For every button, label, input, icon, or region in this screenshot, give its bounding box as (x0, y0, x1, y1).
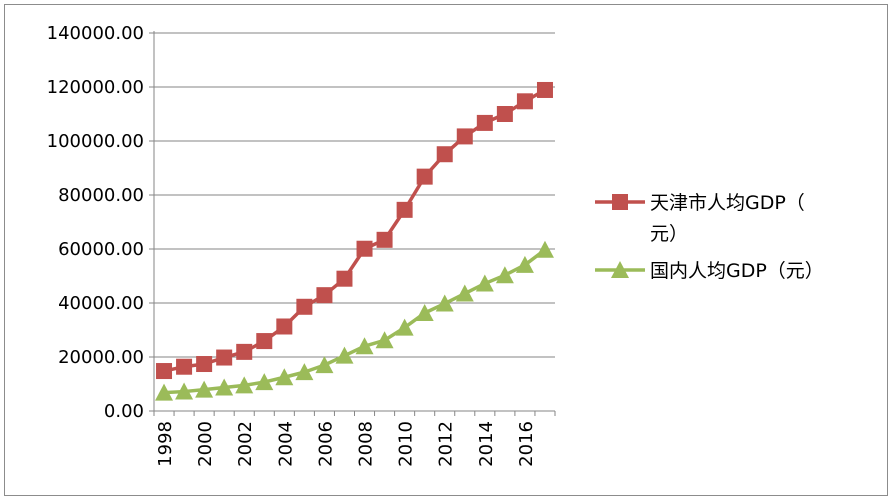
y-tick-label: 0.00 (104, 401, 144, 422)
series-tianjin (156, 81, 553, 380)
x-tick-label: 2004 (275, 421, 296, 467)
x-tick-label: 2012 (436, 421, 457, 467)
data-point-triangle (335, 346, 354, 364)
x-tick-label: 2000 (195, 421, 216, 467)
legend-marker-triangle (611, 261, 629, 278)
data-point-square (496, 106, 513, 122)
data-point-triangle (375, 331, 394, 349)
x-tick-label: 1998 (155, 421, 176, 467)
data-point-square (276, 318, 293, 335)
data-point-triangle (255, 373, 274, 391)
line-chart: 0.00 20000.00 40000.00 60000.00 80000.00 1000… (47, 23, 824, 467)
data-point-triangle (235, 376, 254, 394)
x-tick-label: 2010 (396, 421, 417, 467)
data-point-triangle (455, 284, 474, 302)
x-axis-tick-labels: 1998 2000 2002 2004 2006 2008 2010 2012 2014 2016 (155, 421, 537, 467)
data-point-square (396, 201, 413, 218)
data-point-square (436, 146, 453, 163)
legend-item-tianjin: 天津市人均GDP（ 元） (595, 192, 805, 245)
x-tick-label: 2008 (356, 421, 377, 467)
data-point-triangle (515, 255, 534, 273)
data-point-square (476, 114, 493, 131)
data-point-triangle (395, 318, 414, 336)
data-point-square (216, 349, 233, 366)
data-point-square (336, 270, 353, 287)
data-point-square (376, 231, 393, 248)
chart-frame: 0.00 20000.00 40000.00 60000.00 80000.00 1000… (4, 4, 888, 496)
data-point-triangle (175, 382, 194, 400)
y-tick-label: 100000.00 (47, 131, 144, 152)
data-point-square (156, 363, 173, 380)
gridlines (149, 32, 555, 412)
data-point-square (256, 333, 273, 350)
series-group (155, 81, 554, 401)
y-axis-tick-labels: 0.00 20000.00 40000.00 60000.00 80000.00 1000… (47, 23, 144, 422)
data-point-square (236, 343, 253, 360)
y-tick-label: 40000.00 (58, 293, 144, 314)
y-tick-label: 120000.00 (47, 77, 144, 98)
data-point-square (456, 128, 473, 145)
data-point-triangle (295, 363, 314, 381)
data-point-triangle (155, 383, 174, 401)
data-point-triangle (475, 274, 494, 292)
data-point-square (516, 93, 533, 110)
data-point-square (536, 81, 553, 98)
y-tick-label: 60000.00 (58, 239, 144, 260)
legend-item-national: 国内人均GDP（元） (595, 260, 824, 282)
series-line (163, 248, 547, 395)
x-tick-label: 2002 (235, 421, 256, 467)
legend-label-national: 国内人均GDP（元） (650, 260, 824, 282)
axes (153, 31, 556, 416)
series-national (155, 240, 554, 401)
legend: 天津市人均GDP（ 元） 国内人均GDP（元） (595, 192, 824, 282)
data-point-square (296, 298, 313, 315)
data-point-triangle (435, 294, 454, 312)
data-point-triangle (415, 303, 434, 321)
series-line (163, 88, 546, 373)
data-point-triangle (215, 378, 234, 396)
data-point-triangle (275, 368, 294, 386)
data-point-triangle (495, 266, 514, 284)
y-tick-label: 20000.00 (58, 347, 144, 368)
legend-marker-square (612, 194, 628, 210)
legend-label-tianjin-line2: 元） (650, 223, 688, 245)
data-point-triangle (355, 337, 374, 355)
data-point-triangle (195, 380, 214, 398)
legend-label-tianjin-line1: 天津市人均GDP（ (650, 192, 805, 214)
data-point-square (176, 358, 193, 375)
data-point-triangle (535, 240, 554, 258)
x-tick-label: 2006 (315, 421, 336, 467)
data-point-square (316, 287, 333, 304)
data-point-square (196, 356, 213, 373)
data-point-square (416, 168, 433, 185)
x-tick-label: 2016 (516, 421, 537, 467)
x-tick-label: 2014 (476, 421, 497, 467)
data-point-triangle (315, 356, 334, 374)
data-point-square (356, 240, 373, 257)
y-tick-label: 140000.00 (47, 23, 144, 44)
y-tick-label: 80000.00 (58, 185, 144, 206)
